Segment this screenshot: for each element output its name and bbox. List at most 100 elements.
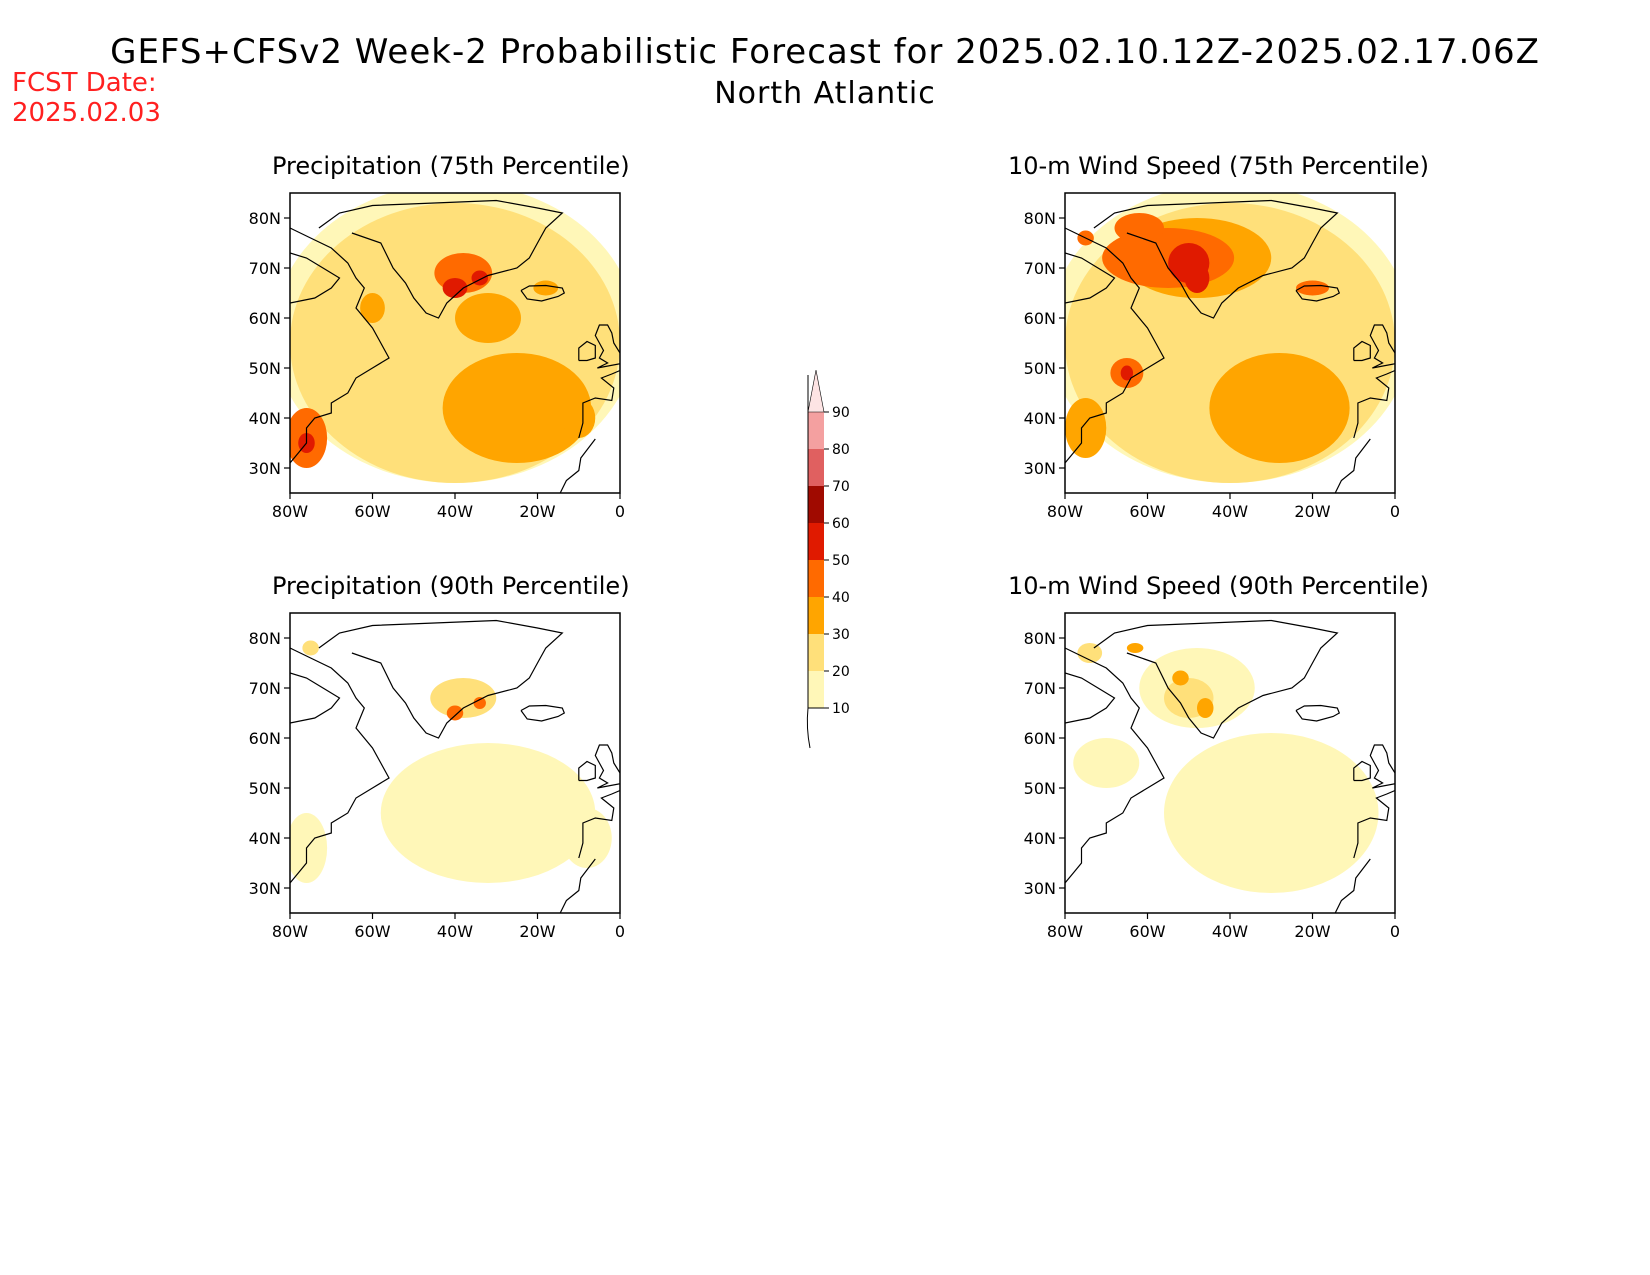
- colorbar-label: 10: [832, 701, 850, 717]
- baffin-coast: [290, 672, 341, 724]
- probability-contour-30: [442, 353, 592, 463]
- probability-contour-20: [430, 678, 497, 718]
- colorbar-label: 70: [832, 479, 850, 495]
- lat-tick-label: 40N: [1024, 409, 1056, 428]
- lat-tick-label: 80N: [249, 629, 281, 648]
- iceland-coast: [520, 704, 566, 722]
- iceland-coast: [1295, 284, 1341, 302]
- lat-tick-label: 50N: [1024, 779, 1056, 798]
- probability-contour-40: [446, 705, 464, 721]
- probability-contour-30: [360, 293, 385, 323]
- colorbar: 10 20 30 40 50 60 70 80 90: [806, 369, 850, 749]
- lon-tick-label: 40W: [437, 922, 473, 941]
- lat-tick-label: 50N: [249, 359, 281, 378]
- colorbar-box: [808, 523, 824, 560]
- north-america-coast: [290, 647, 390, 884]
- lon-tick-label: 80W: [272, 502, 308, 521]
- probability-contour-30: [1126, 643, 1144, 653]
- colorbar-label: 80: [832, 442, 850, 458]
- probability-contour-10: [1164, 733, 1379, 893]
- colorbar-box: [807, 369, 825, 413]
- probability-contour-50: [442, 278, 468, 298]
- lon-tick-label: 20W: [519, 922, 555, 941]
- panel-title-wind-75: 10-m Wind Speed (75th Percentile): [1008, 152, 1429, 180]
- ireland-coast: [1353, 760, 1371, 782]
- iceland-coast: [520, 284, 566, 302]
- lon-tick-label: 40W: [1212, 922, 1248, 941]
- lon-tick-label: 80W: [1047, 502, 1083, 521]
- britain-coast: [1369, 744, 1395, 789]
- lon-tick-label: 80W: [1047, 922, 1083, 941]
- lat-tick-label: 40N: [249, 409, 281, 428]
- colorbar-label: 50: [832, 553, 850, 569]
- lon-tick-label: 0: [615, 502, 625, 521]
- colorbar-box: [808, 671, 824, 708]
- north-america-coast: [290, 227, 390, 464]
- colorbar-label: 40: [832, 590, 850, 606]
- probability-contour-30: [1065, 398, 1107, 458]
- main-title: GEFS+CFSv2 Week-2 Probabilistic Forecast…: [110, 32, 1540, 72]
- lon-tick-label: 80W: [272, 922, 308, 941]
- colorbar-box: [808, 560, 824, 597]
- lon-tick-label: 60W: [354, 502, 390, 521]
- wind-75-map: 30N 40N 50N 60N 70N 80N 80W 60W 40W 20W 0: [1024, 192, 1400, 521]
- ireland-coast: [578, 340, 596, 362]
- africa-coast: [1334, 438, 1371, 493]
- north-america-coast: [1065, 227, 1165, 464]
- lon-tick-label: 0: [615, 922, 625, 941]
- fcst-date-label: FCST Date: 2025.02.03: [12, 68, 161, 128]
- baffin-coast: [290, 252, 341, 304]
- baffin-coast: [1065, 252, 1116, 304]
- region-title: North Atlantic: [714, 76, 936, 111]
- probability-contour-10: [1073, 738, 1140, 788]
- north-america-coast: [1065, 647, 1165, 884]
- probability-contour-30: [533, 280, 559, 296]
- greenland-coast: [318, 619, 564, 739]
- lat-tick-label: 40N: [249, 829, 281, 848]
- probability-contour-40: [1114, 213, 1164, 243]
- panel-title-precip-90: Precipitation (90th Percentile): [272, 572, 630, 600]
- lat-tick-label: 30N: [1024, 459, 1056, 478]
- fcst-date-value: 2025.02.03: [12, 98, 161, 128]
- lon-tick-label: 60W: [354, 922, 390, 941]
- greenland-coast: [1093, 199, 1339, 319]
- britain-coast: [1369, 324, 1395, 369]
- probability-contour-10: [562, 808, 612, 868]
- probability-contour-50: [1120, 365, 1134, 381]
- probability-contour-40: [1296, 280, 1329, 296]
- lon-tick-label: 60W: [1129, 502, 1165, 521]
- probability-contour-40: [473, 697, 486, 709]
- probability-contour-10: [380, 743, 596, 883]
- colorbar-box: [808, 486, 824, 523]
- iceland-coast: [1295, 704, 1341, 722]
- probability-contour-20: [302, 640, 319, 656]
- fcst-label-text: FCST Date:: [12, 68, 157, 98]
- greenland-coast: [1093, 619, 1339, 739]
- probability-contour-10: [290, 813, 328, 883]
- lat-tick-label: 60N: [1024, 309, 1056, 328]
- africa-coast: [559, 858, 596, 913]
- lat-tick-label: 80N: [1024, 629, 1056, 648]
- precip-75-map: 30N 40N 50N 60N 70N 80N 80W 60W 40W 20W 0: [249, 192, 625, 521]
- probability-contour-20: [1077, 643, 1103, 663]
- colorbar-tail: [806, 707, 811, 749]
- probability-contour-30: [1209, 353, 1350, 463]
- greenland-coast: [318, 199, 564, 319]
- lat-tick-label: 70N: [249, 259, 281, 278]
- panel-title-wind-90: 10-m Wind Speed (90th Percentile): [1008, 572, 1429, 600]
- probability-contour-30: [562, 398, 596, 438]
- ireland-coast: [578, 760, 596, 782]
- lat-tick-label: 70N: [1024, 679, 1056, 698]
- africa-coast: [559, 438, 596, 493]
- lon-tick-label: 20W: [519, 502, 555, 521]
- lon-tick-label: 40W: [437, 502, 473, 521]
- britain-coast: [594, 744, 620, 789]
- lat-tick-label: 30N: [249, 879, 281, 898]
- probability-contour-50: [1184, 263, 1210, 293]
- lat-tick-label: 80N: [1024, 209, 1056, 228]
- lon-tick-label: 20W: [1294, 922, 1330, 941]
- colorbar-box: [808, 597, 824, 634]
- lat-tick-label: 70N: [1024, 259, 1056, 278]
- wind-90-map: 30N 40N 50N 60N 70N 80N 80W 60W 40W 20W 0: [1024, 612, 1400, 941]
- colorbar-label: 30: [832, 627, 850, 643]
